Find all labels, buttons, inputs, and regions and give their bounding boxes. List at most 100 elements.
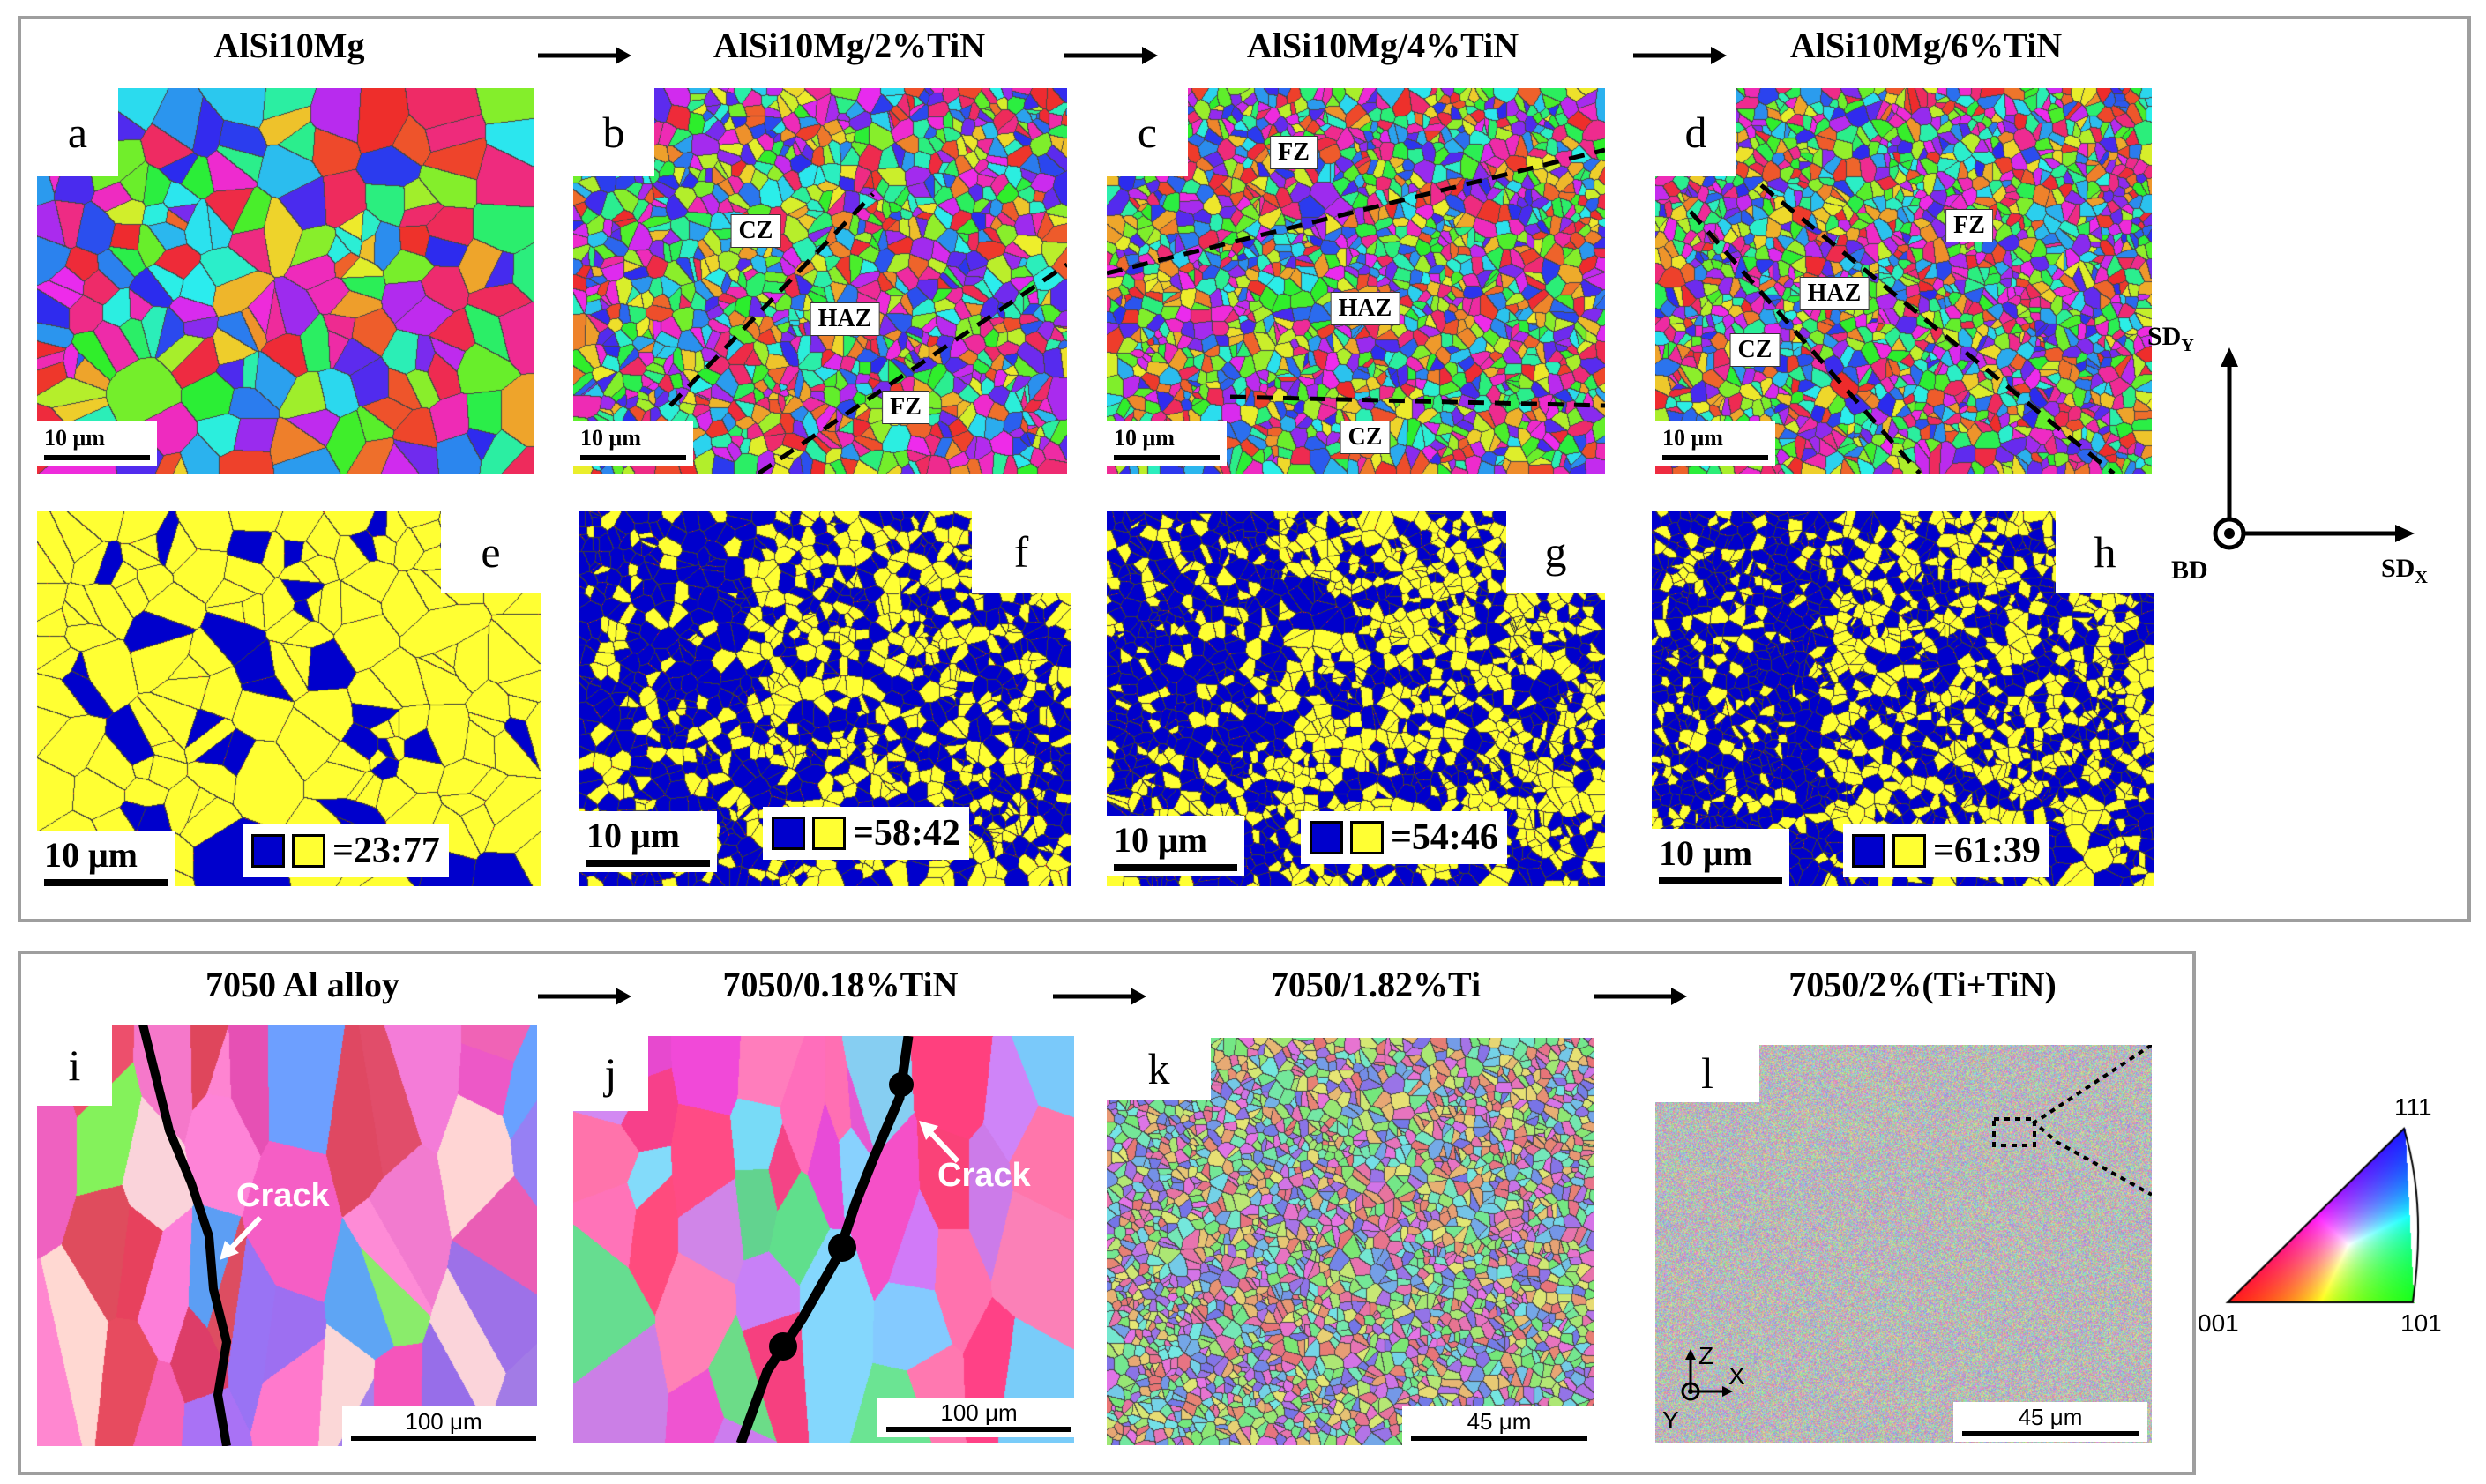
sd-axes-icon [2213, 347, 2415, 550]
arrow-icon [1594, 988, 1687, 1005]
panel-letter-d: d [1655, 88, 1736, 176]
ratio-text: =61:39 [1933, 831, 2041, 871]
panel-letter-c: c [1107, 88, 1188, 176]
ipf-color-legend [2221, 1120, 2423, 1309]
zone-label-cz: CZ [730, 214, 781, 248]
axis-label-bd: BD [2171, 556, 2208, 585]
scale-bar-line [1962, 1431, 2139, 1436]
scale-bar-f: 10 μm [579, 811, 717, 872]
yellow-swatch [1892, 834, 1926, 868]
scale-label: 45 μm [2018, 1404, 2083, 1430]
crack-label-i: Crack [236, 1177, 330, 1214]
scale-bar-k: 45 μm [1402, 1406, 1596, 1446]
scale-bar-line [586, 860, 710, 867]
panel-letter-e: e [441, 511, 541, 593]
ipf-legend-001: 001 [2198, 1309, 2239, 1337]
scale-label: 10 μm [44, 835, 138, 875]
scale-bar-e: 10 μm [37, 831, 175, 891]
arrow-icon [1053, 988, 1146, 1005]
axis-label-sdy: SDY [2147, 322, 2194, 356]
blue-swatch [1852, 834, 1885, 868]
scale-label: 10 μm [1662, 425, 1723, 451]
arrow-icon [538, 47, 631, 64]
panel-letter-g: g [1506, 511, 1605, 593]
ipf-map-d [1655, 88, 2152, 474]
arrow-icon [1064, 47, 1158, 64]
ratio-text: =58:42 [853, 813, 960, 854]
scale-bar-h: 10 μm [1652, 829, 1789, 890]
scale-bar-line [1411, 1436, 1587, 1441]
phase-ratio-h: =61:39 [1843, 824, 2049, 877]
ratio-text: =54:46 [1391, 817, 1498, 858]
panel-letter-h: h [2056, 511, 2154, 593]
scale-bar-b: 10 μm [573, 421, 693, 466]
yellow-swatch [1350, 821, 1384, 854]
title-7050-018tin: 7050/0.18%TiN [722, 965, 959, 1004]
xyz-axes-icon [1681, 1349, 1733, 1401]
axis-label-y: Y [1662, 1406, 1679, 1434]
scale-bar-j: 100 μm [877, 1398, 1080, 1437]
panel-letter-l: l [1655, 1045, 1759, 1102]
scale-label: 10 μm [586, 816, 680, 855]
ipf-map-a [37, 88, 534, 474]
zone-label-haz: HAZ [810, 302, 880, 336]
scale-label: 10 μm [1659, 833, 1752, 873]
zone-label-haz: HAZ [1330, 292, 1400, 325]
scale-label: 100 μm [405, 1408, 482, 1435]
phase-ratio-f: =58:42 [763, 807, 969, 860]
scale-bar-line [1662, 455, 1768, 460]
scale-bar-g: 10 μm [1107, 816, 1244, 876]
zone-label-haz: HAZ [1799, 277, 1870, 310]
zone-label-cz: CZ [1729, 333, 1781, 367]
scale-bar-line [1114, 864, 1237, 871]
ipf-map-j [573, 1036, 1074, 1443]
scale-label: 10 μm [580, 425, 641, 451]
yellow-swatch [292, 834, 325, 868]
ipf-map-c [1107, 88, 1605, 474]
zone-label-cz: CZ [1340, 421, 1391, 454]
scale-label: 45 μm [1467, 1408, 1532, 1435]
axis-sd-x-sub: X [2415, 568, 2428, 587]
title-alsi10mg: AlSi10Mg [213, 26, 365, 65]
ipf-map-i [37, 1025, 537, 1446]
zone-label-fz: FZ [882, 391, 929, 424]
crack-label-j: Crack [937, 1157, 1031, 1194]
ratio-text: =23:77 [332, 831, 440, 871]
ipf-map-b [573, 88, 1067, 474]
blue-swatch [1310, 821, 1343, 854]
scale-label: 10 μm [1114, 425, 1175, 451]
scale-bar-i: 100 μm [342, 1406, 545, 1446]
scale-bar-c: 10 μm [1107, 421, 1227, 466]
zone-label-fz: FZ [1270, 136, 1318, 169]
crack-arrow-icon [220, 1215, 263, 1260]
panel-letter-b: b [573, 88, 654, 176]
panel-letter-f: f [972, 511, 1071, 593]
scale-label: 10 μm [44, 425, 105, 451]
scale-bar-a: 10 μm [37, 421, 157, 466]
axis-sd-y-sub: Y [2181, 336, 2194, 355]
ipf-map-k [1107, 1038, 1594, 1445]
axis-label-sdx: SDX [2381, 554, 2428, 588]
phase-ratio-g: =54:46 [1301, 811, 1507, 864]
scale-bar-line [44, 879, 168, 886]
blue-swatch [772, 817, 805, 850]
scale-bar-line [580, 455, 686, 460]
panel-letter-i: i [37, 1025, 112, 1106]
scale-bar-d: 10 μm [1655, 421, 1775, 466]
zone-label-fz: FZ [1945, 209, 1993, 242]
panel-letter-j: j [573, 1036, 648, 1111]
arrow-icon [1633, 47, 1727, 64]
ipf-legend-101: 101 [2400, 1309, 2442, 1337]
title-alsi10mg-6tin: AlSi10Mg/6%TiN [1789, 26, 2063, 65]
axis-sd-y-text: SD [2147, 322, 2182, 351]
scale-bar-l: 45 μm [1953, 1402, 2147, 1442]
panel-letter-a: a [37, 88, 118, 176]
blue-swatch [251, 834, 285, 868]
phase-ratio-e: =23:77 [243, 824, 449, 877]
panel-letter-k: k [1107, 1038, 1211, 1100]
title-7050-182ti: 7050/1.82%Ti [1270, 965, 1482, 1004]
axis-label-x: X [1728, 1362, 1745, 1390]
title-7050-2ti-tin: 7050/2%(Ti+TiN) [1788, 965, 2057, 1004]
ipf-legend-111: 111 [2394, 1093, 2432, 1121]
arrow-icon [538, 988, 631, 1005]
